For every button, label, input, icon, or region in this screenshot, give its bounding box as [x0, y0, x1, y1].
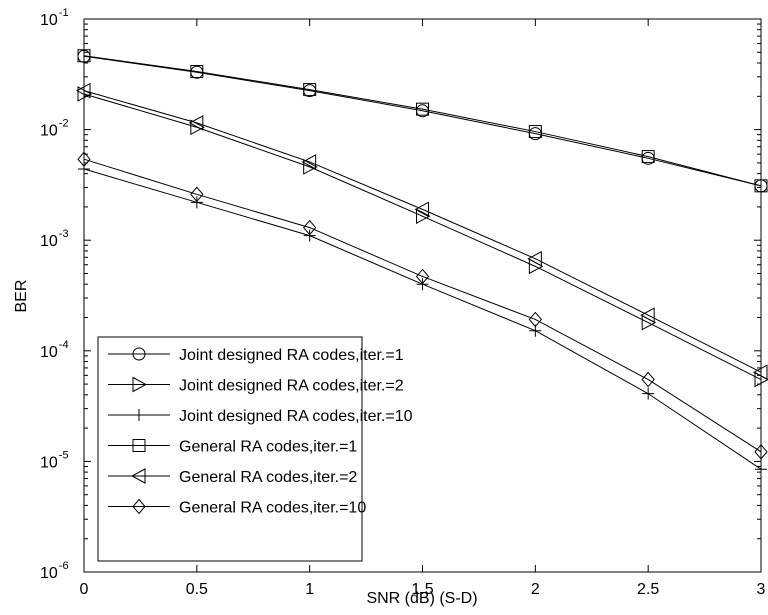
data-point-square — [416, 102, 429, 116]
data-point-diamond — [303, 219, 317, 236]
legend-label: Joint designed RA codes,iter.=10 — [179, 408, 413, 425]
y-tick-exponent: -3 — [59, 228, 69, 240]
data-point-diamond — [641, 371, 655, 388]
x-tick-label: 0 — [80, 581, 89, 598]
y-tick-label: 10-5 — [40, 449, 69, 471]
x-axis-label: SNR (dB) (S-D) — [366, 590, 477, 607]
x-tick-label: 3 — [757, 581, 766, 598]
data-point-triangle-left — [527, 250, 542, 267]
legend-label: Joint designed RA codes,iter.=2 — [179, 378, 404, 395]
data-point-plus — [642, 387, 655, 400]
data-point-triangle-left — [414, 201, 429, 218]
legend-marker-plus — [133, 409, 145, 421]
y-tick-label: 10-2 — [40, 118, 69, 140]
y-tick-exponent: -6 — [59, 560, 69, 572]
x-tick-label: 2.5 — [637, 581, 659, 598]
legend-marker-square — [132, 439, 146, 452]
data-point-square — [303, 83, 317, 97]
legend-marker-triangle-left — [130, 468, 146, 484]
legend: Joint designed RA codes,iter.=1 Joint des… — [97, 336, 413, 562]
legend-marker-diamond — [132, 498, 146, 515]
data-point-square — [641, 150, 655, 164]
data-point-square — [528, 125, 542, 139]
y-tick-exponent: -1 — [59, 7, 69, 19]
y-tick-exponent: -2 — [59, 118, 69, 130]
data-point-plus — [190, 196, 203, 209]
legend-marker-triangle-right — [132, 376, 148, 393]
legend-marker-circle — [132, 347, 146, 361]
data-point-diamond — [415, 268, 430, 285]
legend-label: General RA codes,iter.=2 — [179, 469, 357, 486]
legend-label: Joint designed RA codes,iter.=1 — [179, 347, 404, 364]
y-tick-exponent: -5 — [59, 449, 69, 461]
y-tick-label: 10-3 — [40, 228, 69, 250]
data-point-diamond — [190, 186, 204, 203]
data-point-triangle-right — [190, 119, 205, 136]
y-axis-label: BER — [13, 280, 30, 313]
y-tick-label: 10-6 — [40, 560, 69, 582]
data-point-square — [190, 65, 204, 79]
series-line-2 — [83, 93, 762, 380]
x-tick-label: 1 — [305, 581, 314, 598]
x-tick-label: 1.5 — [411, 581, 433, 598]
legend-box — [97, 336, 363, 562]
y-tick-exponent: -4 — [59, 339, 69, 351]
series-line-1 — [83, 55, 762, 187]
x-tick-label: 0.5 — [186, 581, 208, 598]
data-point-triangle-right — [303, 159, 318, 175]
y-tick-label: 10-1 — [40, 7, 69, 29]
legend-label: General RA codes,iter.=10 — [179, 500, 366, 517]
data-point-triangle-right — [416, 208, 431, 224]
data-point-diamond — [528, 311, 542, 328]
series-line-6 — [83, 158, 762, 453]
x-tick-label: 2 — [531, 581, 540, 598]
series-line-4 — [83, 55, 762, 187]
data-point-triangle-left — [301, 154, 317, 170]
series-line-5 — [83, 90, 762, 373]
data-point-triangle-left — [188, 115, 204, 131]
data-point-triangle-left — [640, 307, 655, 323]
legend-label: General RA codes,iter.=1 — [179, 439, 357, 456]
y-tick-label: 10-4 — [40, 339, 69, 361]
data-point-plus — [303, 229, 316, 242]
